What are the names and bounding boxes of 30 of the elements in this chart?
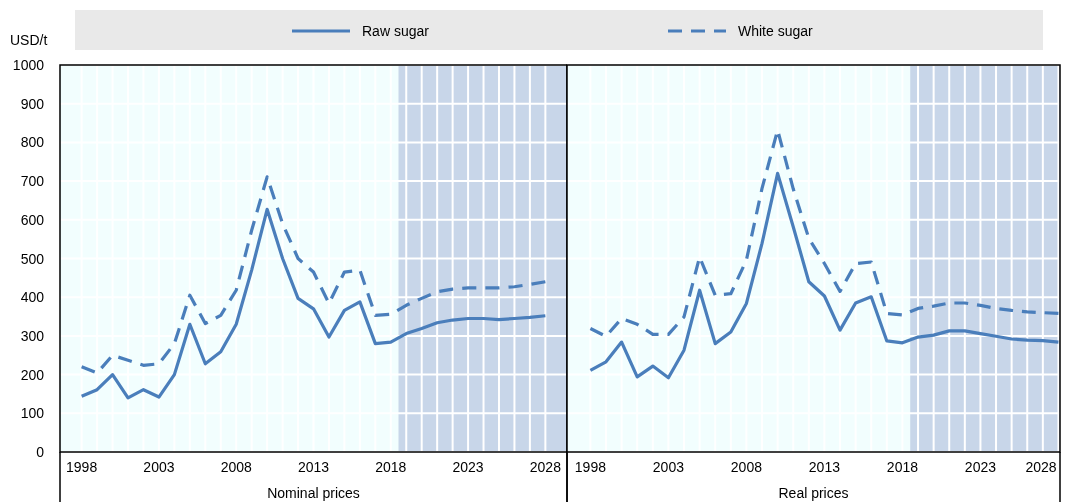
y-tick-label: 400: [20, 289, 45, 306]
y-tick-label: 200: [20, 366, 45, 383]
x-tick-label: 2028: [1025, 459, 1057, 475]
y-axis-title: USD/t: [10, 32, 48, 48]
x-tick-label: 2003: [143, 459, 175, 475]
y-tick-label: 100: [20, 405, 45, 422]
x-tick-label: 2018: [375, 459, 407, 475]
x-tick-label: 2013: [808, 459, 841, 475]
x-axis-title: Real prices: [778, 485, 849, 501]
y-tick-label: 700: [20, 173, 45, 190]
x-tick-label: 2023: [964, 459, 997, 475]
y-tick-label: 500: [20, 250, 45, 267]
x-tick-label: 2028: [529, 459, 562, 475]
x-tick-label: 1998: [574, 459, 607, 475]
x-tick-label: 2008: [730, 459, 763, 475]
x-tick-label: 2018: [886, 459, 919, 475]
y-tick-label: 1000: [12, 57, 45, 73]
x-tick-label: 2003: [652, 459, 685, 475]
y-tick-label: 600: [20, 211, 45, 228]
x-tick-label: 1998: [66, 459, 98, 475]
y-tick-label: 0: [36, 444, 45, 460]
legend-label: Raw sugar: [362, 23, 430, 39]
y-tick-label: 300: [20, 327, 45, 344]
y-tick-label: 800: [20, 134, 45, 151]
x-tick-label: 2013: [297, 459, 330, 475]
x-tick-label: 2008: [220, 459, 252, 475]
legend-label: White sugar: [738, 23, 814, 39]
x-tick-label: 2023: [452, 459, 484, 475]
y-tick-label: 900: [20, 95, 45, 112]
x-axis-title: Nominal prices: [267, 485, 360, 501]
